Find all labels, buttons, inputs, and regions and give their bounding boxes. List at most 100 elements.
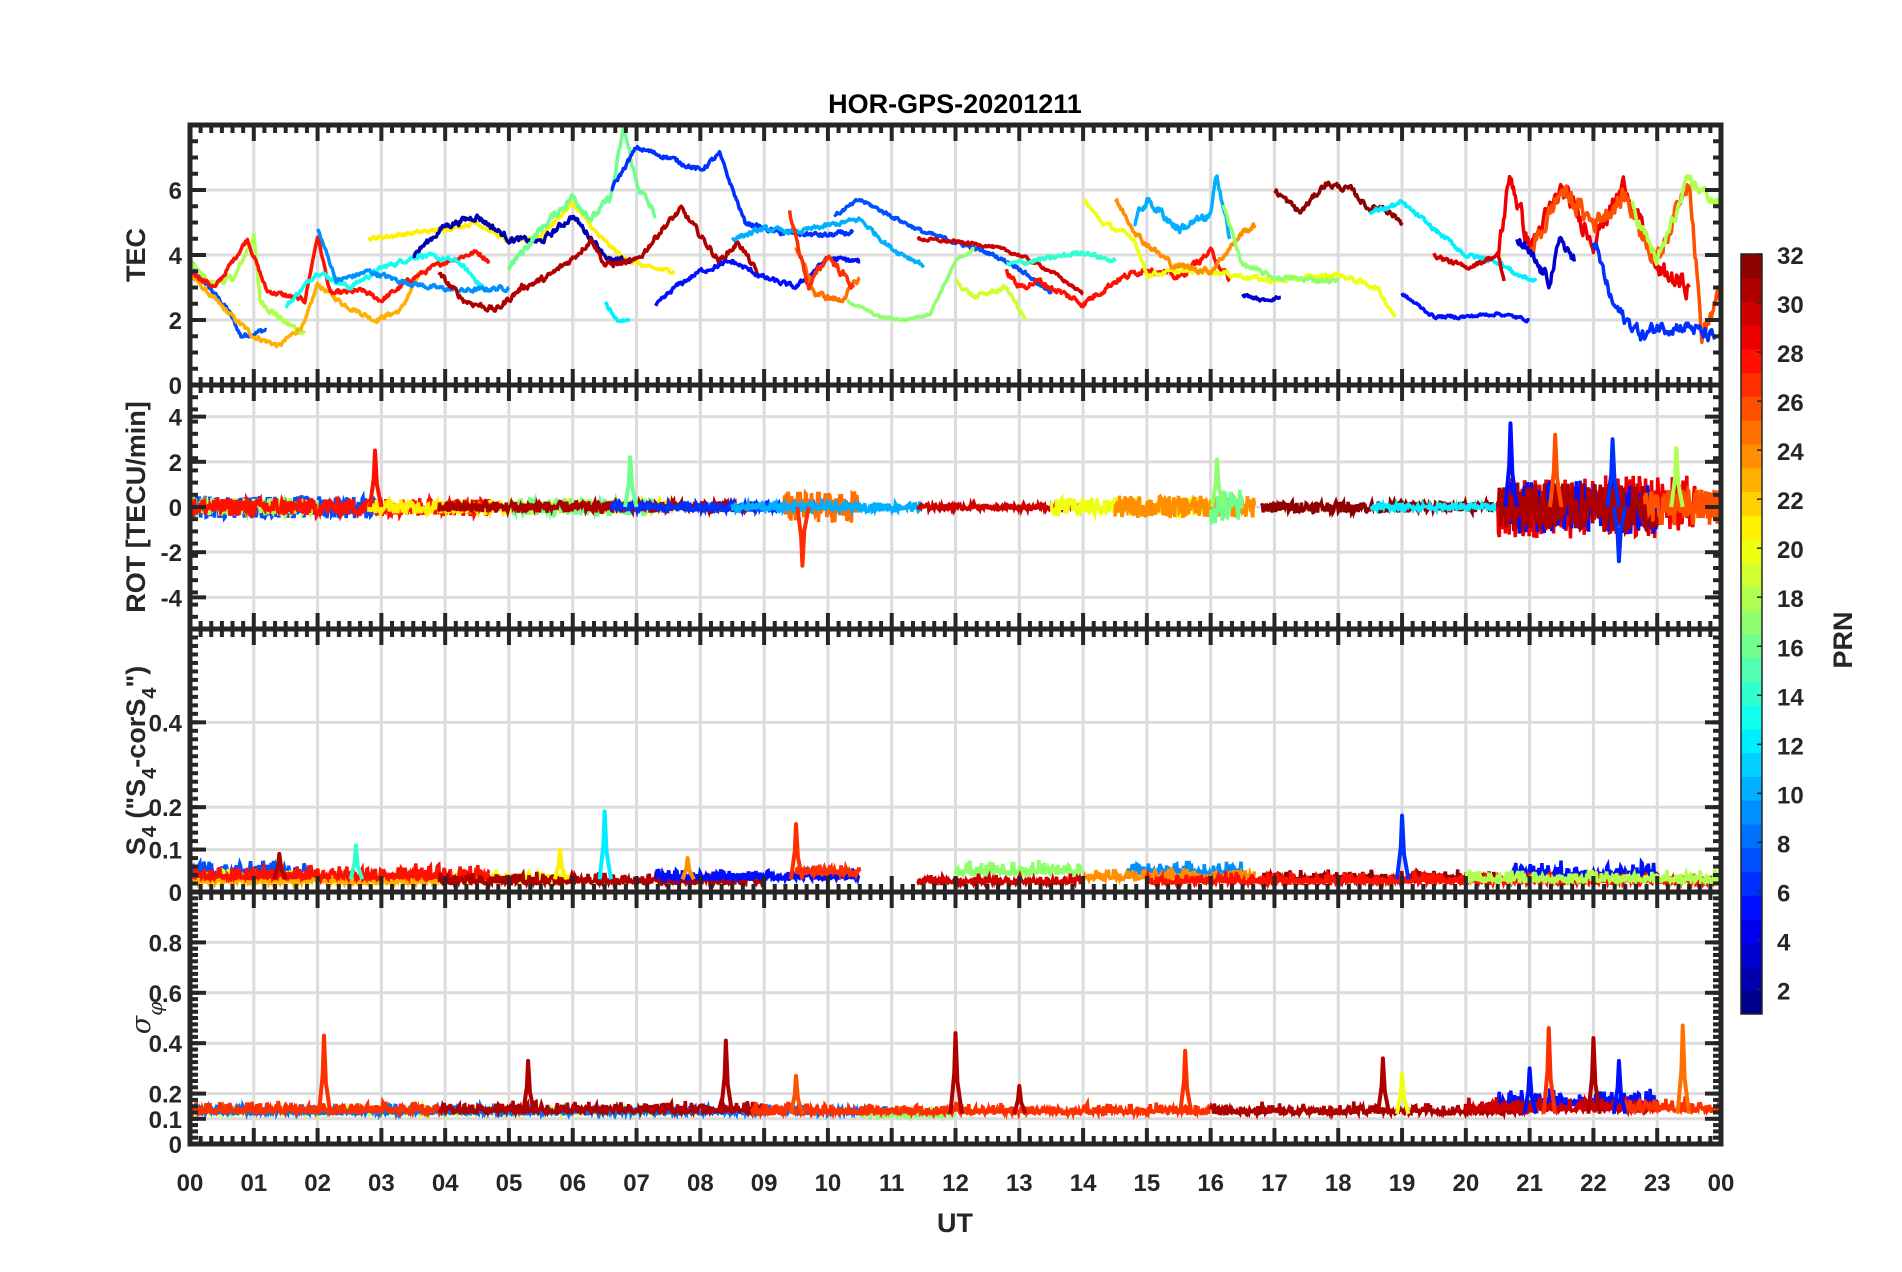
label-text: TEC	[121, 228, 151, 282]
x-tick-label: 21	[1516, 1170, 1543, 1197]
y-tick-label: 0.6	[149, 981, 182, 1008]
grid	[190, 629, 1721, 892]
prn-17-spike	[1209, 457, 1226, 508]
phi-subscript: φ	[143, 1002, 167, 1016]
prn-16-spike	[623, 455, 639, 508]
x-tick-label: 20	[1452, 1170, 1479, 1197]
prn-26-spike	[1548, 432, 1564, 508]
prn-27-spike	[316, 1033, 333, 1115]
colorbar-swatch-prn-31	[1741, 277, 1762, 302]
colorbar-swatch-prn-8	[1741, 824, 1762, 849]
y-tick-label: 0	[169, 1132, 182, 1159]
prn-27-trace	[749, 1096, 1212, 1121]
label-part: ("S	[121, 779, 151, 826]
y-tick-label: 0.1	[149, 1107, 182, 1134]
prn-3-trace	[1515, 235, 1577, 290]
chart-title: HOR-GPS-20201211	[828, 89, 1082, 119]
colorbar-tick-label: 12	[1777, 733, 1804, 760]
x-tick-label: 07	[623, 1170, 650, 1197]
colorbar-tick-label: 28	[1777, 341, 1804, 368]
prn-6-trace	[610, 144, 855, 239]
y-tick-label: 2	[169, 308, 182, 335]
x-tick-label: 12	[942, 1170, 969, 1197]
prn-6-trace	[1591, 242, 1717, 343]
x-tick-label: 22	[1580, 1170, 1607, 1197]
y-axis-label: TEC	[121, 228, 151, 282]
prn-26-spike	[788, 1073, 805, 1115]
panel-s4: 00.10.20.4S4 ("S4-corS4")	[121, 626, 1724, 907]
prn-3-trace	[1241, 292, 1282, 303]
colorbar-swatch-prn-30	[1741, 301, 1762, 326]
prn-6-spike	[1611, 506, 1628, 564]
colorbar-tick-label: 26	[1777, 390, 1804, 417]
colorbar-swatch-prn-21	[1741, 515, 1762, 540]
prn-5-trace	[654, 865, 861, 886]
x-tick-label: 03	[368, 1170, 395, 1197]
y-tick-label: 0	[169, 880, 182, 907]
prn-31-spike	[272, 851, 288, 881]
y-tick-label: 0	[169, 373, 182, 400]
prn-27-trace	[794, 860, 862, 881]
colorbar-swatch-prn-22	[1741, 491, 1762, 516]
y-tick-label: 6	[169, 178, 182, 205]
x-tick-label: 05	[496, 1170, 523, 1197]
prn-10-trace	[1133, 174, 1232, 240]
label-part: ")	[121, 666, 151, 688]
colorbar-swatch-prn-4	[1741, 919, 1762, 944]
colorbar-swatch-prn-11	[1741, 752, 1762, 777]
colorbar-frame	[1740, 253, 1763, 1015]
x-tick-label: 10	[815, 1170, 842, 1197]
prn-31-trace	[437, 868, 765, 890]
subscript: 4	[139, 825, 161, 837]
prn-28-spike	[367, 448, 384, 508]
colorbar-tick-label: 8	[1777, 831, 1790, 858]
x-tick-label: 23	[1644, 1170, 1671, 1197]
prn-27-spike	[795, 506, 811, 568]
colorbar-label: PRN	[1828, 611, 1858, 668]
y-tick-label: 0.8	[149, 930, 182, 957]
traces	[190, 125, 1721, 349]
prn-26-trace	[1527, 182, 1721, 344]
prn-31-trace	[1495, 482, 1659, 538]
prn-13-trace	[284, 251, 485, 309]
prn-12-trace	[1368, 198, 1538, 283]
y-tick-label: -4	[161, 585, 183, 612]
x-tick-label: 00	[177, 1170, 204, 1197]
prn-28-trace	[1004, 246, 1231, 309]
colorbar-swatch-prn-5	[1741, 895, 1762, 920]
colorbar-tick-label: 14	[1777, 684, 1804, 711]
colorbar-tick-label: 16	[1777, 635, 1804, 662]
label-part: -corS	[121, 699, 151, 768]
colorbar-swatch-prn-13	[1741, 705, 1762, 730]
panel-rot: -4 -2 0 2 4 ROT [TECU/min]	[121, 382, 1724, 632]
prn-18-spike	[1669, 446, 1685, 508]
colorbar-swatch-prn-3	[1741, 942, 1762, 967]
prn-12-trace	[603, 301, 631, 324]
prn-27-spike	[1541, 1026, 1558, 1115]
x-tick-label: 02	[304, 1170, 331, 1197]
prn-31-spike	[521, 1058, 537, 1115]
colorbar-tick-label: 32	[1777, 243, 1804, 270]
prn-24-trace	[1113, 198, 1257, 276]
y-tick-label: 0.4	[149, 710, 183, 737]
colorbar-swatch-prn-18	[1741, 586, 1762, 611]
x-tick-label: 16	[1197, 1170, 1224, 1197]
prn-19-trace	[954, 278, 1028, 321]
prn-31-spike	[1586, 1036, 1602, 1115]
prn-31-spike	[718, 1038, 735, 1115]
subscript: 4	[139, 767, 161, 779]
prn-7-trace	[833, 197, 1053, 295]
y-axis-label: ROT [TECU/min]	[121, 401, 151, 612]
colorbar-swatch-prn-17	[1741, 610, 1762, 635]
colorbar-swatch-prn-32	[1741, 254, 1762, 279]
y-tick-label: 0.1	[149, 838, 182, 865]
colorbar-swatch-prn-28	[1741, 349, 1762, 374]
prn-31-spike	[1375, 1056, 1392, 1115]
x-tick-label: 11	[879, 1170, 904, 1197]
colorbar-swatch-prn-6	[1741, 871, 1762, 896]
prn-27-spike	[788, 822, 805, 880]
label-part: S	[121, 837, 151, 855]
prn-14-trace	[1005, 250, 1117, 267]
